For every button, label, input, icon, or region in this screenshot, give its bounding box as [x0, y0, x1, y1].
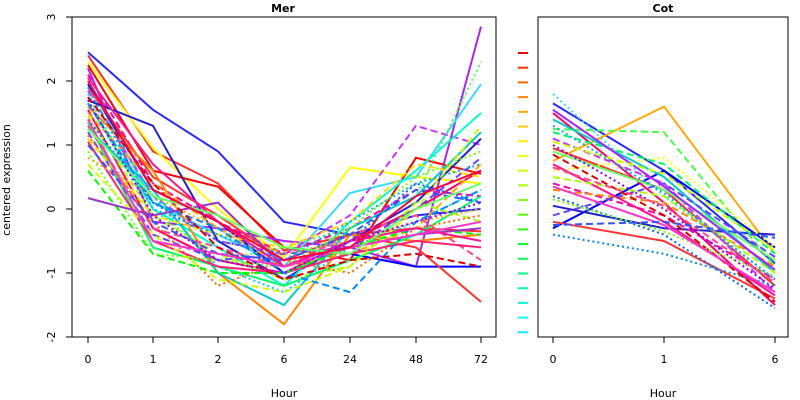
series-lines-mer — [87, 26, 482, 326]
series-lines-cot — [552, 93, 776, 310]
series-line-cot-24 — [552, 198, 776, 278]
series-line-mer-26 — [87, 144, 482, 262]
y-tick-label-1: -1 — [45, 268, 58, 279]
series-line-cot-15 — [552, 144, 776, 290]
x-axis-title-mer: Hour — [271, 387, 298, 400]
panel-title-cot: Cot — [653, 2, 674, 15]
x-axis-cot: 0 1 6 — [550, 336, 779, 366]
y-tick-label-3: 1 — [45, 142, 58, 149]
x-tick-label-cot-0: 0 — [550, 353, 557, 366]
series-line-mer-38 — [87, 99, 482, 275]
y-tick-label-0: -2 — [45, 332, 58, 343]
x-axis-title-cot: Hour — [650, 387, 677, 400]
series-line-cot-9 — [552, 137, 776, 293]
series-line-mer-37 — [87, 128, 482, 255]
series-line-mer-18 — [87, 118, 482, 255]
series-line-mer-35 — [87, 96, 482, 281]
series-line-cot-11 — [552, 156, 776, 249]
y-axis-mer: -2 -1 0 1 2 3 — [45, 14, 72, 343]
series-line-mer-39 — [87, 80, 482, 262]
panel-cot: Cot 0 1 6 Hour — [537, 2, 789, 400]
series-line-mer-33 — [87, 86, 482, 262]
x-tick-label-cot-1: 1 — [661, 353, 668, 366]
series-line-cot-22 — [552, 153, 776, 303]
x-tick-label-mer-2: 2 — [215, 353, 222, 366]
panel-mer: Mer -2 -1 0 1 2 3 0 1 2 6 24 48 72 Hour centered ex… — [0, 2, 497, 400]
x-tick-label-cot-2: 6 — [772, 353, 779, 366]
series-line-cot-5 — [552, 169, 776, 249]
series-line-cot-16 — [552, 188, 776, 268]
y-tick-label-5: 3 — [45, 14, 58, 21]
series-line-cot-23 — [552, 108, 776, 271]
series-line-cot-21 — [552, 182, 776, 258]
x-tick-label-mer-1: 1 — [150, 353, 157, 366]
series-line-cot-3 — [552, 128, 776, 268]
color-key — [518, 52, 528, 334]
series-line-cot-26 — [552, 140, 776, 252]
series-line-cot-27 — [552, 185, 776, 294]
series-line-cot-1 — [552, 147, 776, 287]
series-line-cot-25 — [552, 166, 776, 284]
series-line-mer-17 — [87, 115, 482, 281]
series-line-cot-20 — [552, 176, 776, 274]
x-tick-label-mer-3: 6 — [281, 353, 288, 366]
y-tick-label-2: 0 — [45, 206, 58, 213]
series-line-cot-29 — [552, 220, 776, 239]
x-axis-mer: 0 1 2 6 24 48 72 — [85, 336, 488, 366]
x-tick-label-mer-6: 72 — [474, 353, 488, 366]
x-tick-label-mer-0: 0 — [85, 353, 92, 366]
x-tick-label-mer-4: 24 — [343, 353, 357, 366]
panel-title-mer: Mer — [271, 2, 295, 15]
series-line-cot-10 — [552, 195, 776, 310]
x-tick-label-mer-5: 48 — [409, 353, 423, 366]
series-line-mer-23 — [87, 134, 482, 287]
y-tick-label-4: 2 — [45, 78, 58, 85]
series-line-cot-7 — [552, 220, 776, 300]
series-line-cot-14 — [552, 150, 776, 262]
y-axis-title: centered expression — [0, 124, 13, 236]
series-line-mer-36 — [87, 118, 482, 268]
